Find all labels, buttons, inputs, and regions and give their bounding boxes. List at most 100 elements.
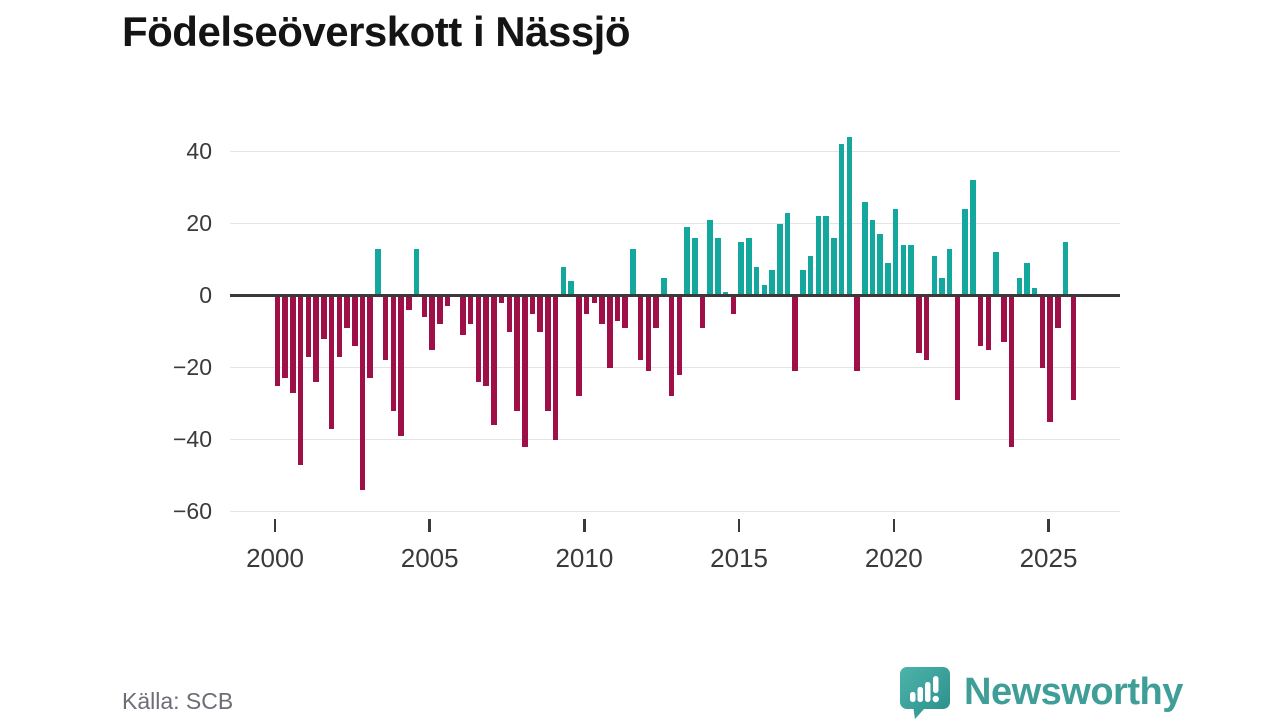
x-tick-mark	[892, 519, 896, 532]
bar-2006-q2	[467, 295, 474, 325]
x-tick-label: 2005	[400, 543, 459, 573]
bar-2003-q1	[367, 295, 373, 379]
bar-2022-q3	[970, 180, 976, 296]
bar-2010-q1	[583, 295, 590, 314]
bar-2007-q4	[514, 295, 520, 411]
bar-2024-q3	[1031, 288, 1038, 296]
bar-2021-q2	[931, 255, 938, 296]
bar-2002-q4	[359, 295, 366, 490]
bar-2008-q2	[529, 295, 536, 314]
bar-2005-q3	[444, 295, 451, 307]
bar-2006-q1	[460, 295, 466, 336]
y-tick-label: −40	[172, 426, 212, 452]
bar-2010-q4	[607, 295, 613, 368]
bar-2021-q1	[923, 295, 930, 361]
bar-2005-q1	[429, 295, 435, 350]
bar-2002-q2	[344, 295, 350, 328]
bar-2019-q4	[885, 263, 891, 296]
x-tick-label: 2020	[864, 543, 923, 573]
bar-2018-q3	[846, 137, 853, 296]
bar-2005-q2	[437, 295, 443, 325]
bar-2013-q3	[692, 237, 698, 296]
bar-2019-q2	[869, 219, 876, 296]
bar-2003-q2	[375, 248, 381, 296]
bar-2015-q4	[761, 284, 768, 296]
bar-2001-q1	[305, 295, 312, 357]
bar-2002-q3	[352, 295, 358, 346]
bar-2008-q3	[537, 295, 543, 332]
bar-2008-q1	[522, 295, 528, 447]
gridline-y20	[230, 223, 1120, 224]
bar-2013-q4	[699, 295, 706, 328]
chart-title: Födelseöverskott i Nässjö	[122, 8, 631, 55]
x-tick-label: 2000	[246, 543, 304, 573]
y-tick-label: 40	[186, 138, 212, 164]
bar-2011-q3	[630, 248, 636, 296]
bar-2023-q2	[993, 252, 999, 296]
bar-2018-q4	[854, 295, 860, 372]
bar-2023-q4	[1008, 295, 1015, 447]
bar-2000-q1	[274, 295, 281, 386]
bar-2003-q3	[382, 295, 389, 361]
x-tick-label: 2010	[555, 543, 614, 573]
bar-2020-q2	[900, 245, 907, 296]
bar-2010-q2	[591, 295, 598, 303]
x-tick-mark	[1047, 519, 1050, 532]
bar-2025-q4	[1070, 295, 1077, 400]
bar-2000-q2	[282, 295, 288, 379]
bar-2020-q1	[892, 209, 899, 296]
bar-2016-q2	[777, 223, 783, 296]
bar-2012-q3	[661, 277, 667, 296]
bar-2000-q4	[297, 295, 304, 465]
bar-2016-q1	[769, 270, 775, 296]
bar-2016-q3	[784, 212, 791, 296]
bar-2017-q2	[807, 255, 814, 296]
bar-2024-q4	[1039, 295, 1046, 368]
bar-2007-q3	[506, 295, 513, 332]
bar-2011-q1	[614, 295, 621, 321]
bar-2001-q2	[313, 295, 319, 382]
gridline-y40	[230, 151, 1120, 152]
newsworthy-wordmark: Newsworthy	[964, 671, 1183, 713]
bar-2024-q1	[1016, 277, 1023, 296]
bar-2015-q2	[746, 237, 752, 296]
bar-2012-q4	[668, 295, 675, 397]
y-tick-label: −60	[172, 498, 212, 524]
bar-2002-q1	[336, 295, 343, 357]
zero-line	[230, 294, 1120, 297]
x-tick-mark	[273, 519, 277, 532]
bar-2013-q2	[684, 227, 690, 296]
x-tick-mark	[428, 519, 431, 532]
bar-2009-q3	[568, 281, 574, 296]
bar-2011-q4	[637, 295, 644, 361]
bar-2006-q4	[483, 295, 489, 386]
bar-2025-q1	[1047, 295, 1053, 422]
bar-2021-q4	[946, 248, 953, 296]
bar-2025-q3	[1062, 241, 1069, 296]
x-tick-label: 2025	[1019, 543, 1078, 573]
bar-2023-q3	[1001, 295, 1007, 343]
bar-2025-q2	[1055, 295, 1061, 328]
y-tick-label: 0	[199, 282, 212, 308]
bar-2001-q3	[321, 295, 327, 339]
bar-2004-q1	[398, 295, 404, 436]
bar-2009-q1	[552, 295, 559, 440]
newsworthy-logo: Newsworthy	[898, 665, 1183, 719]
bar-2000-q3	[290, 295, 296, 393]
bar-2019-q3	[877, 234, 883, 296]
x-tick-mark	[737, 519, 741, 532]
bar-2006-q3	[475, 295, 482, 382]
logo-bar-2	[917, 687, 923, 702]
gridline-y-60	[230, 511, 1120, 512]
bar-2004-q3	[413, 248, 420, 296]
plot-area: 40 20 0 −20 −40 −60 2000 2005 2010 2015 2020 2025	[172, 137, 1120, 573]
bar-2010-q3	[599, 295, 605, 325]
bar-2003-q4	[390, 295, 397, 411]
bar-2021-q3	[939, 277, 945, 296]
bar-2012-q1	[645, 295, 652, 372]
logo-exclamation-icon	[933, 676, 939, 693]
bar-2018-q1	[831, 237, 837, 296]
x-tick-mark	[583, 519, 586, 532]
bar-2017-q4	[823, 216, 829, 296]
